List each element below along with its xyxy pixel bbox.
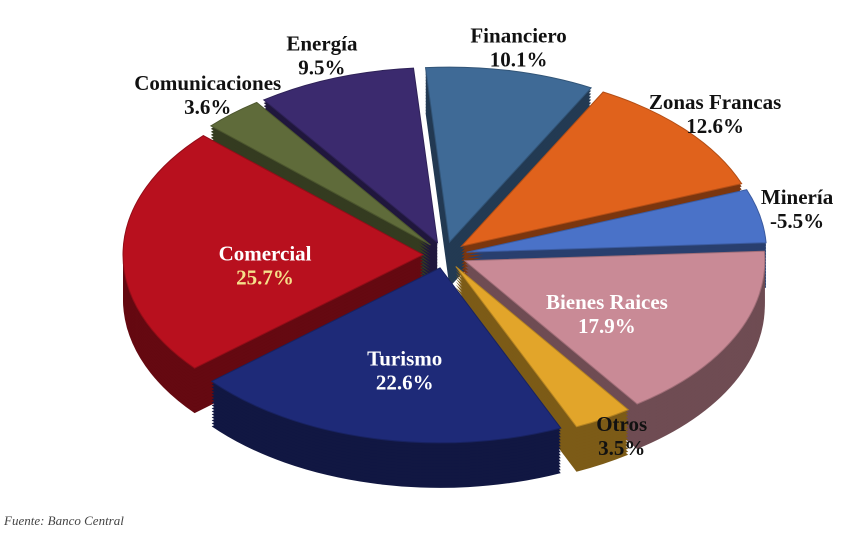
- source-note: Fuente: Banco Central: [3, 513, 124, 528]
- slice-label: Turismo 22.6%: [367, 346, 442, 394]
- value-label: -5.5%: [770, 209, 824, 233]
- category-label: Zonas Francas: [649, 90, 781, 114]
- value-label: 10.1%: [490, 47, 548, 71]
- value-label: 12.6%: [686, 114, 744, 138]
- slice: [424, 66, 593, 244]
- slice: [210, 267, 562, 444]
- slice-label: Comunicaciones 3.6%: [134, 71, 281, 119]
- slice-label: Comercial 25.7%: [219, 242, 312, 290]
- category-label: Bienes Raices: [546, 290, 668, 314]
- category-label: Energía: [286, 31, 358, 55]
- value-label: 3.5%: [598, 436, 645, 460]
- category-label: Comunicaciones: [134, 71, 281, 95]
- slice-label: Otros 3.5%: [596, 412, 647, 460]
- slice-label: Zonas Francas 12.6%: [649, 90, 781, 138]
- value-label: 17.9%: [578, 314, 636, 338]
- slice: [209, 101, 431, 246]
- value-label: 3.6%: [184, 95, 231, 119]
- value-label: 25.7%: [236, 266, 294, 290]
- slice: [122, 134, 425, 369]
- category-label: Financiero: [470, 23, 566, 47]
- slice-label: Minería -5.5%: [761, 185, 834, 233]
- category-label: Turismo: [367, 346, 442, 370]
- slice-label: Bienes Raices 17.9%: [546, 290, 668, 338]
- slice: [455, 266, 630, 428]
- category-label: Comercial: [219, 242, 312, 266]
- slice: [466, 189, 767, 253]
- slice-label: Energía 9.5%: [286, 31, 358, 79]
- value-label: 22.6%: [376, 370, 434, 394]
- slice: [463, 250, 766, 405]
- slice-label: Financiero 10.1%: [470, 23, 566, 71]
- category-label: Minería: [761, 185, 834, 209]
- category-label: Otros: [596, 412, 647, 436]
- value-label: 9.5%: [298, 55, 345, 79]
- slice: [460, 91, 743, 248]
- slice: [262, 67, 439, 244]
